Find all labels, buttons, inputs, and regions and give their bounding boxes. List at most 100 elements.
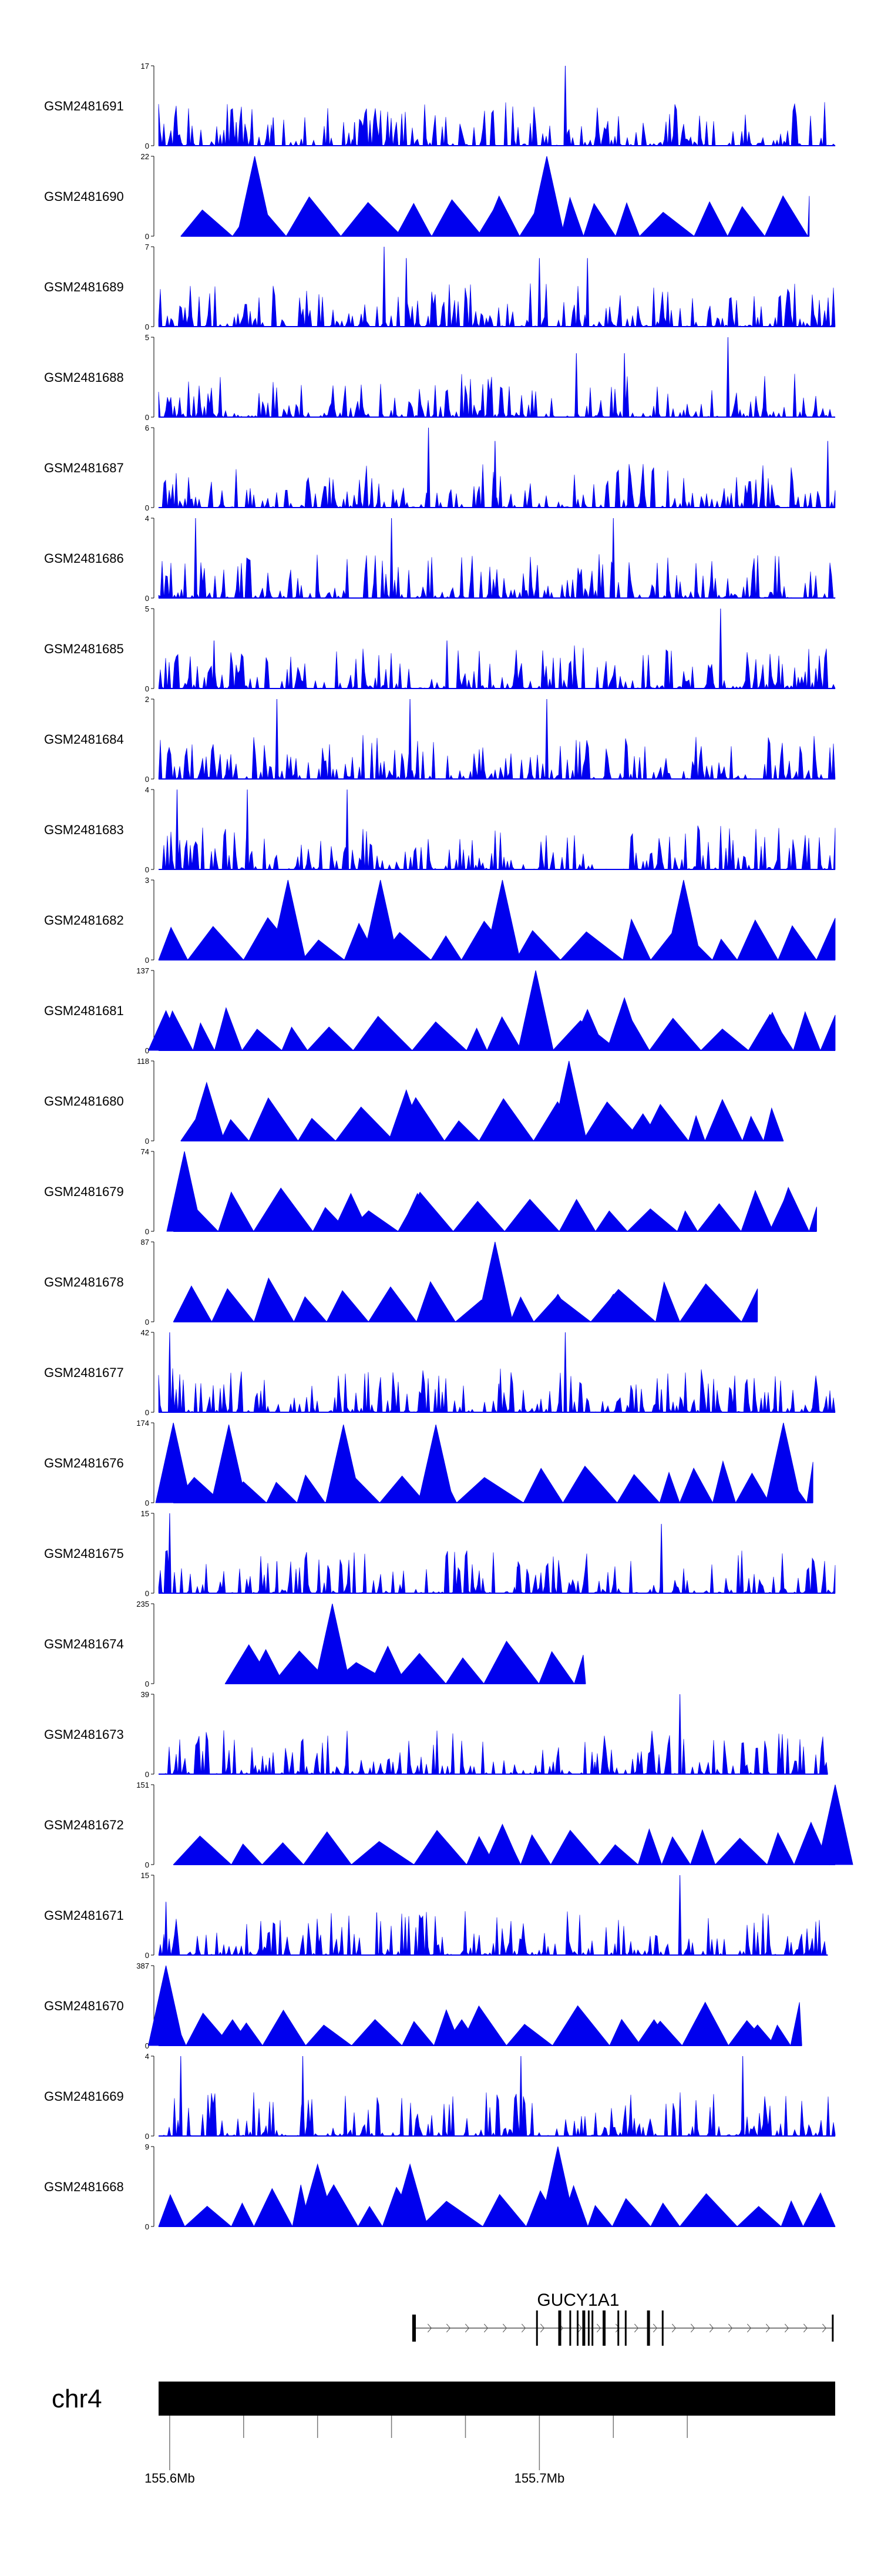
coverage-area <box>159 2092 836 2137</box>
peak-mark <box>540 2146 576 2227</box>
y-zero-label: 0 <box>145 1137 149 1146</box>
track-GSM2481669: GSM2481669 4 0 <box>44 2052 836 2141</box>
peak-mark <box>660 1389 664 1413</box>
peak-mark <box>418 1425 454 1503</box>
track-label: GSM2481691 <box>44 99 124 113</box>
peak-mark <box>210 1425 247 1503</box>
coverage-area <box>159 825 836 871</box>
gene-exon <box>569 2310 571 2346</box>
y-zero-label: 0 <box>145 1770 149 1779</box>
y-max-label: 5 <box>145 604 149 613</box>
y-zero-label: 0 <box>145 503 149 512</box>
track-GSM2481676: GSM2481676 174 0 <box>44 1419 813 1507</box>
peak-mark <box>678 1694 682 1775</box>
y-zero-label: 0 <box>145 775 149 784</box>
peak-mark <box>426 427 431 508</box>
strand-arrow-icon <box>653 2323 658 2333</box>
peak-mark <box>375 1912 379 1956</box>
coverage-area <box>159 1730 828 1775</box>
coverage-area <box>158 283 836 328</box>
strand-arrow-icon <box>784 2323 789 2333</box>
y-max-label: 87 <box>141 1238 149 1247</box>
track-GSM2481671: GSM2481671 15 0 <box>44 1871 828 1960</box>
y-max-label: 137 <box>136 966 149 975</box>
chromosome-bar <box>159 2382 835 2416</box>
y-zero-label: 0 <box>145 2132 149 2141</box>
y-zero-label: 0 <box>145 1589 149 1598</box>
coverage-area <box>158 102 836 147</box>
y-zero-label: 0 <box>145 323 149 331</box>
peak-mark <box>314 1603 351 1684</box>
y-max-label: 74 <box>141 1147 149 1156</box>
y-max-label: 4 <box>145 514 149 523</box>
strand-arrow-icon <box>803 2323 808 2333</box>
y-max-label: 17 <box>141 62 149 70</box>
y-max-label: 4 <box>145 2052 149 2061</box>
track-GSM2481670: GSM2481670 387 0 <box>44 1962 802 2050</box>
gene-exon <box>647 2310 650 2346</box>
gene-exon <box>832 2315 834 2342</box>
peak-mark <box>179 2056 183 2137</box>
track-GSM2481673: GSM2481673 39 0 <box>44 1690 828 1779</box>
track-label: GSM2481686 <box>44 551 124 566</box>
peak-mark <box>445 640 449 689</box>
peak-mark <box>586 258 590 327</box>
peak-mark <box>718 608 722 689</box>
strand-arrow-icon <box>728 2323 733 2333</box>
strand-arrow-icon <box>709 2323 714 2333</box>
track-GSM2481672: GSM2481672 151 0 <box>44 1781 853 1869</box>
strand-arrow-icon <box>747 2323 752 2333</box>
peak-mark <box>193 518 197 599</box>
strand-arrow-icon <box>765 2323 771 2333</box>
track-label: GSM2481671 <box>44 1908 124 1923</box>
gene-exon <box>412 2315 415 2342</box>
track-label: GSM2481677 <box>44 1365 124 1380</box>
coverage-area <box>158 735 836 780</box>
track-label: GSM2481689 <box>44 280 124 294</box>
y-zero-label: 0 <box>145 232 149 241</box>
track-label: GSM2481681 <box>44 1003 124 1018</box>
track-label: GSM2481680 <box>44 1094 124 1109</box>
peak-mark <box>826 441 830 508</box>
coverage-area <box>180 1097 784 1142</box>
coverage-area <box>158 2184 836 2228</box>
y-max-label: 22 <box>141 152 149 161</box>
y-zero-label: 0 <box>145 684 149 693</box>
coverage-area <box>173 1187 817 1232</box>
y-zero-label: 0 <box>145 1499 149 1507</box>
track-label: GSM2481685 <box>44 642 124 656</box>
y-zero-label: 0 <box>145 956 149 965</box>
peak-mark <box>362 879 399 960</box>
strand-arrow-icon <box>502 2323 507 2333</box>
peak-mark <box>606 997 643 1051</box>
track-GSM2481680: GSM2481680 118 0 <box>44 1057 784 1146</box>
peak-mark <box>741 2056 745 2137</box>
strand-arrow-icon <box>596 2323 601 2333</box>
chromosome-axis: chr4 155.6Mb 155.7Mb <box>52 2382 835 2486</box>
strand-arrow-icon <box>521 2323 526 2333</box>
y-zero-label: 0 <box>145 413 149 422</box>
strand-arrow-icon <box>634 2323 639 2333</box>
y-zero-label: 0 <box>145 2222 149 2231</box>
peak-mark <box>544 698 549 780</box>
track-label: GSM2481670 <box>44 1999 124 2013</box>
track-label: GSM2481682 <box>44 913 124 928</box>
track-label: GSM2481679 <box>44 1184 124 1199</box>
gene-exon <box>536 2310 538 2346</box>
y-zero-label: 0 <box>145 1227 149 1236</box>
track-GSM2481677: GSM2481677 42 0 <box>44 1328 836 1417</box>
peak-mark <box>519 2056 523 2137</box>
peak-mark <box>164 1902 168 1956</box>
strand-arrow-icon <box>540 2323 545 2333</box>
track-label: GSM2481690 <box>44 189 124 204</box>
y-max-label: 2 <box>145 695 149 704</box>
gene-exon <box>582 2310 586 2346</box>
peak-mark <box>301 2056 305 2137</box>
strand-arrow-icon <box>577 2323 583 2333</box>
peak-mark <box>563 65 567 146</box>
y-max-label: 7 <box>145 243 149 251</box>
track-GSM2481685: GSM2481685 5 0 <box>44 604 836 693</box>
y-zero-label: 0 <box>145 1408 149 1417</box>
coverage-area <box>158 2001 802 2047</box>
